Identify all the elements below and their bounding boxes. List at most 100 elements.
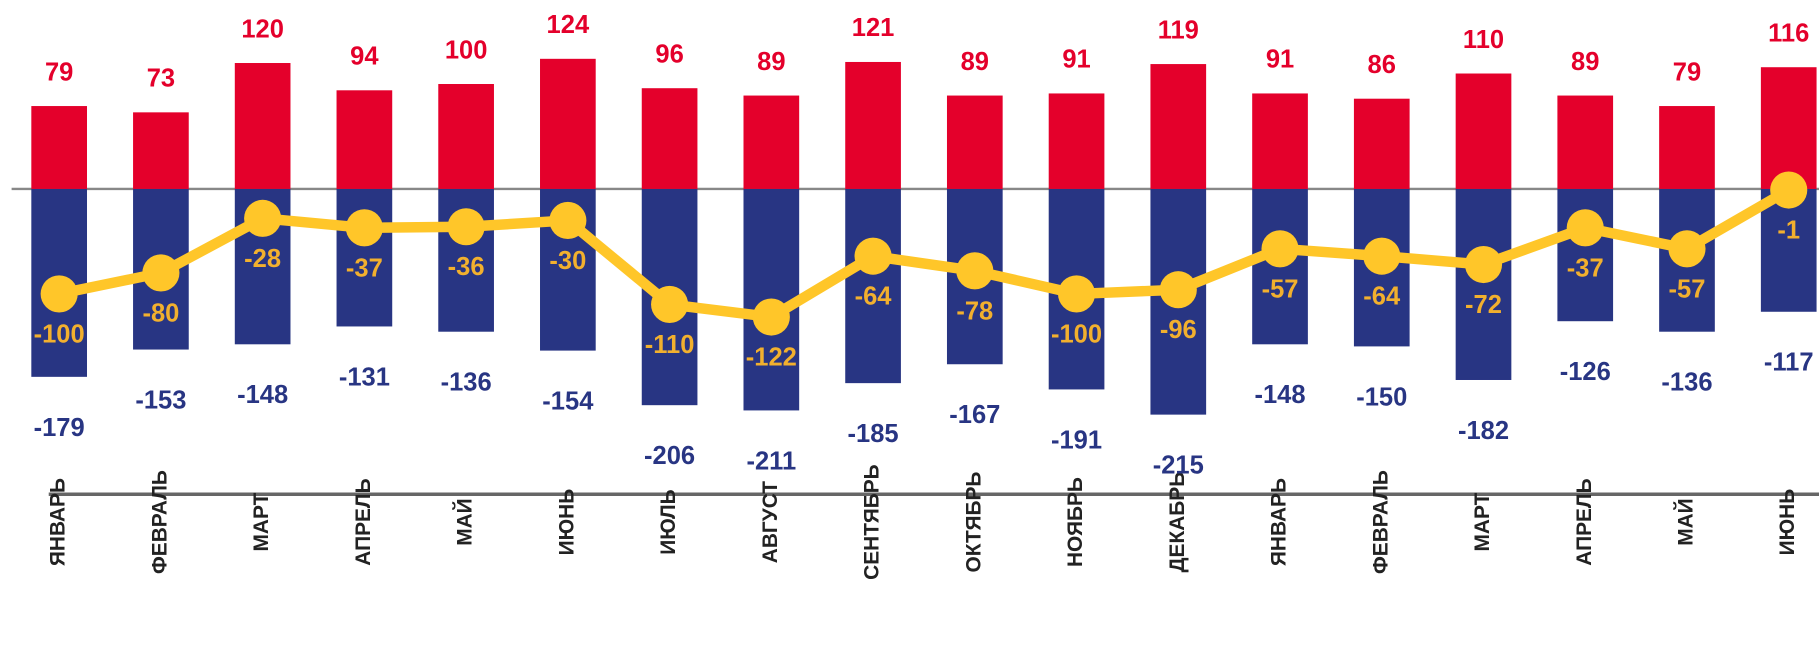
line-label: -64 bbox=[1363, 283, 1401, 311]
x-tick-label: МАЙ bbox=[453, 498, 477, 545]
data-label: 94 bbox=[350, 43, 379, 71]
data-label: -179 bbox=[34, 414, 85, 442]
data-label: -136 bbox=[1661, 369, 1712, 397]
x-tick-label: АВГУСТ bbox=[759, 481, 782, 564]
bar bbox=[1353, 98, 1410, 189]
line-point bbox=[244, 199, 282, 237]
data-label: 91 bbox=[1062, 46, 1090, 74]
x-tick-label: ОКТЯБРЬ bbox=[962, 472, 985, 573]
line-label: -78 bbox=[956, 297, 993, 325]
data-label: -185 bbox=[848, 420, 899, 448]
x-tick-label: АПРЕЛЬ bbox=[1573, 478, 1596, 565]
line-point bbox=[40, 275, 78, 313]
data-label: 89 bbox=[961, 48, 989, 76]
data-label: 124 bbox=[547, 11, 590, 39]
data-label: -148 bbox=[237, 381, 288, 409]
data-label: 116 bbox=[1768, 19, 1809, 47]
data-label: -136 bbox=[441, 369, 492, 397]
x-tick-label: ИЮНЬ bbox=[1776, 489, 1799, 556]
data-label: -154 bbox=[542, 388, 594, 416]
data-label: 121 bbox=[852, 14, 895, 42]
x-tick-label: НОЯБРЬ bbox=[1064, 477, 1087, 567]
x-tick-label: ЯНВАРЬ bbox=[1268, 478, 1291, 566]
line-label: -37 bbox=[1567, 254, 1604, 282]
data-label: 86 bbox=[1368, 51, 1396, 79]
line-label: -122 bbox=[746, 344, 797, 372]
line-label: -30 bbox=[549, 247, 586, 275]
line-point bbox=[1566, 209, 1604, 247]
bar bbox=[438, 84, 494, 189]
line-label: -1 bbox=[1777, 217, 1800, 245]
x-tick-label: ДЕКАБРЬ bbox=[1166, 472, 1189, 573]
line-label: -96 bbox=[1160, 316, 1197, 344]
line-label: -64 bbox=[855, 283, 893, 311]
data-label: 79 bbox=[45, 58, 73, 86]
x-tick-label: ИЮНЬ bbox=[555, 489, 578, 556]
data-label: 73 bbox=[147, 65, 175, 93]
bar bbox=[845, 61, 901, 189]
data-label: -215 bbox=[1153, 452, 1204, 480]
line-point bbox=[1261, 230, 1299, 268]
data-label: -206 bbox=[644, 442, 695, 470]
bar bbox=[1760, 67, 1817, 189]
data-label: -153 bbox=[135, 386, 186, 414]
line-label: -28 bbox=[244, 245, 281, 273]
bar bbox=[743, 95, 800, 189]
x-tick-label: АПРЕЛЬ bbox=[352, 478, 375, 565]
bar bbox=[1557, 95, 1614, 189]
bar bbox=[946, 95, 1003, 189]
data-label: -167 bbox=[949, 401, 1000, 429]
line-label: -36 bbox=[448, 253, 485, 281]
bar bbox=[1455, 73, 1512, 189]
line-point bbox=[1770, 171, 1808, 209]
bar bbox=[1760, 188, 1817, 312]
data-label: 119 bbox=[1158, 16, 1199, 44]
line-point bbox=[142, 254, 180, 292]
x-tick-label: ФЕВРАЛЬ bbox=[148, 470, 171, 574]
data-label: -211 bbox=[746, 447, 796, 475]
line-label: -37 bbox=[346, 254, 383, 282]
bar bbox=[31, 106, 88, 189]
bar bbox=[1252, 93, 1308, 189]
data-label: -126 bbox=[1560, 358, 1611, 386]
line-point bbox=[447, 208, 485, 246]
line-point bbox=[854, 237, 892, 275]
line-point bbox=[752, 298, 790, 336]
bar bbox=[234, 63, 291, 189]
x-tick-label: ФЕВРАЛЬ bbox=[1369, 470, 1392, 574]
bar bbox=[1455, 188, 1512, 380]
x-tick-label: ЯНВАРЬ bbox=[47, 478, 70, 566]
bar bbox=[336, 90, 393, 189]
x-tick-label: МАЙ bbox=[1673, 498, 1697, 545]
line-point bbox=[1668, 230, 1706, 268]
data-label: 89 bbox=[757, 48, 785, 76]
data-label: -182 bbox=[1458, 417, 1509, 445]
data-label: -150 bbox=[1356, 383, 1407, 411]
line-label: -100 bbox=[34, 320, 85, 348]
line-label: -57 bbox=[1669, 275, 1706, 303]
line-point bbox=[1057, 275, 1096, 313]
data-label: 79 bbox=[1673, 58, 1701, 86]
data-label: -117 bbox=[1764, 349, 1814, 377]
data-label: 110 bbox=[1463, 26, 1504, 54]
data-label: 120 bbox=[241, 15, 284, 43]
bar bbox=[133, 112, 189, 189]
data-label: -191 bbox=[1051, 426, 1102, 454]
line-point bbox=[345, 209, 383, 247]
line-point bbox=[1363, 237, 1401, 275]
line-label: -110 bbox=[645, 331, 695, 359]
data-label: 100 bbox=[445, 36, 488, 64]
line-label: -80 bbox=[142, 299, 179, 327]
bar bbox=[1659, 106, 1715, 189]
x-tick-label: МАРТ bbox=[1471, 492, 1494, 551]
line-label: -57 bbox=[1262, 275, 1299, 303]
line-point bbox=[549, 201, 587, 240]
data-label: -131 bbox=[339, 363, 390, 391]
bar bbox=[540, 58, 596, 189]
line-label: -100 bbox=[1051, 320, 1102, 348]
bar bbox=[641, 88, 698, 189]
data-label: -148 bbox=[1254, 381, 1305, 409]
line-point bbox=[956, 252, 994, 290]
data-label: 91 bbox=[1266, 46, 1294, 74]
